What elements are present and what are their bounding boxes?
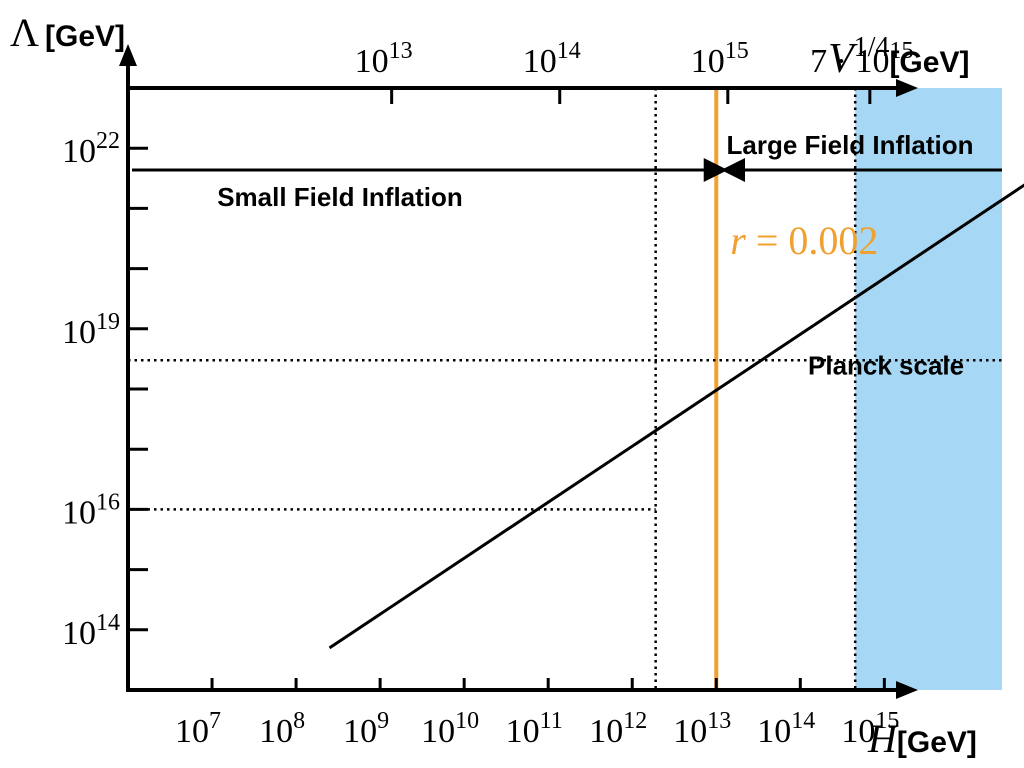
x-tick-label-9: 109 [343, 708, 389, 750]
y-axis-arrowhead [119, 44, 137, 66]
x-tick-label-7: 107 [175, 708, 221, 750]
x-tick-label-11: 1011 [506, 708, 563, 750]
y-tick-label-14: 1014 [62, 610, 120, 652]
x-axis-arrowhead [896, 681, 918, 699]
lambda-vs-h-line [328, 183, 1024, 650]
x-tick-label-13: 1013 [673, 708, 731, 750]
x-tick-label-8: 108 [259, 708, 305, 750]
top-tick-label-1: 1014 [523, 38, 581, 80]
planck-scale-label: Planck scale [808, 350, 964, 380]
top-axis-arrowhead [896, 79, 918, 97]
x-tick-label-15: 1015 [841, 708, 899, 750]
top-tick-label-2: 1015 [691, 38, 749, 80]
large-field-shaded-region [855, 88, 1002, 690]
top-tick-label-3: 7 · 1015 [810, 38, 913, 80]
y-axis-title: Λ [GeV] [10, 10, 125, 55]
y-tick-label-19: 1019 [62, 309, 120, 351]
top-tick-label-0: 1013 [355, 38, 413, 80]
top-axis-title: V1/4[GeV] [828, 32, 969, 82]
y-tick-label-16: 1016 [62, 489, 120, 531]
x-tick-label-12: 1012 [589, 708, 647, 750]
label-large-field-inflation: Large Field Inflation [726, 130, 973, 160]
label-small-field-inflation: Small Field Inflation [217, 182, 463, 212]
inflation-arrows: Small Field Inflation Large Field Inflati… [132, 130, 1002, 212]
axis-ticks: 107 108 109 1010 1011 1012 1013 1014 1015 1014 101… [62, 38, 914, 750]
x-tick-label-14: 1014 [757, 708, 815, 750]
x-axis-title: H[GeV] [867, 716, 977, 761]
axis-titles: Λ [GeV] H[GeV] V1/4[GeV] [10, 10, 977, 761]
x-tick-label-10: 1010 [421, 708, 479, 750]
y-tick-label-22: 1022 [62, 128, 120, 170]
r-annotation: r = 0.002 [730, 218, 878, 263]
